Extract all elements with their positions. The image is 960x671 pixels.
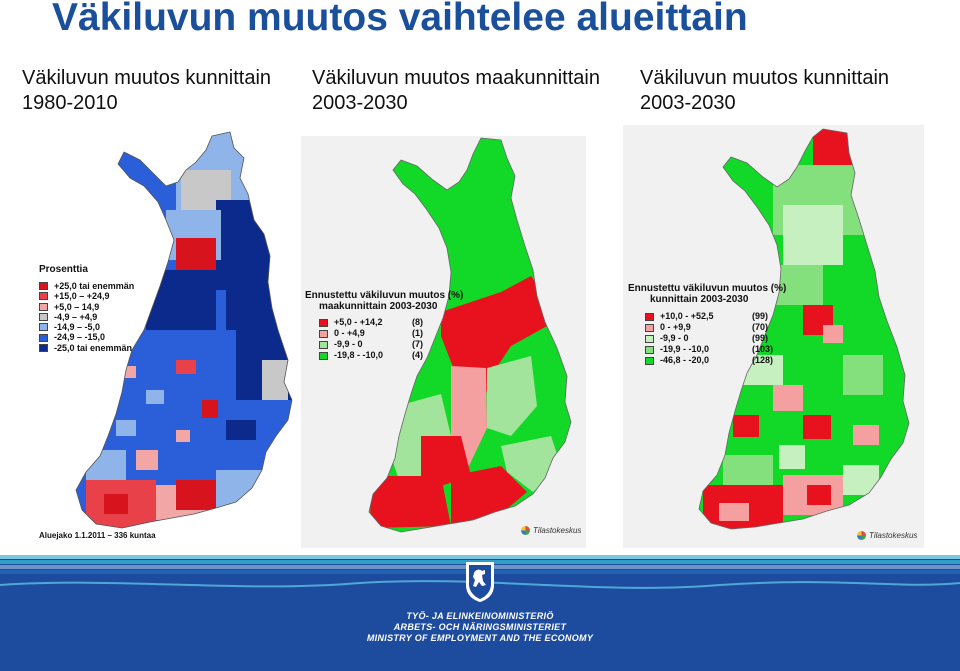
legend-title: Prosenttia	[39, 264, 88, 275]
legend-count: (4)	[412, 350, 423, 360]
panel-3-subtitle: Väkiluvun muutos kunnittain 2003-2030	[640, 66, 889, 116]
source-credit-map-3: Tilastokeskus	[857, 531, 917, 540]
legend-item: 0 - +9,9 (70)	[645, 322, 794, 333]
legend-swatch	[39, 323, 48, 332]
legend-item: -9,9 - 0 (99)	[645, 333, 794, 344]
legend-swatch	[39, 343, 48, 352]
ministry-name-en: MINISTRY OF EMPLOYMENT AND THE ECONOMY	[366, 633, 594, 643]
legend-swatch	[39, 292, 48, 301]
legend-item: -24,9 – -15,0	[39, 332, 134, 342]
legend-swatch	[645, 323, 654, 332]
map-municipalities-2003-2030	[623, 125, 924, 548]
legend-range: -9,9 - 0	[660, 333, 689, 343]
legend-swatch	[319, 340, 328, 349]
ministry-name-fi: TYÖ- JA ELINKEINOMINISTERIÖ	[406, 611, 554, 621]
legend-count: (1)	[412, 328, 423, 338]
ministry-footer: TYÖ- JA ELINKEINOMINISTERIÖ ARBETS- OCH …	[0, 555, 960, 671]
panel-2-subtitle: Väkiluvun muutos maakunnittain 2003-2030	[312, 66, 600, 116]
footer-stripe	[0, 555, 960, 559]
legend-count: (8)	[412, 317, 423, 327]
legend-label: -14,9 – -5,0	[54, 322, 101, 333]
slide-title: Väkiluvun muutos vaihtelee alueittain	[52, 0, 748, 39]
legend-item: +5,0 - +14,2 (8)	[319, 317, 463, 328]
legend-count: (128)	[752, 355, 774, 365]
legend-count: (103)	[752, 344, 774, 354]
legend-swatch	[319, 351, 328, 360]
source-label: Tilastokeskus	[533, 526, 582, 535]
legend-item: -14,9 – -5,0	[39, 322, 134, 332]
statistics-finland-logo-icon	[521, 526, 530, 535]
legend-swatch	[645, 334, 654, 343]
legend-swatch	[645, 312, 654, 321]
ministry-lion-crest-icon	[466, 562, 494, 602]
panel-1-subtitle-line2: 1980-2010	[22, 92, 118, 114]
legend-range: -19,9 - -10,0	[660, 344, 710, 354]
legend-swatch	[39, 333, 48, 342]
legend-item: +25,0 tai enemmän	[39, 281, 134, 291]
legend-range: 0 - +4,9	[334, 328, 365, 338]
legend-item: -46,8 - -20,0 (128)	[645, 355, 794, 366]
legend-swatch	[39, 313, 48, 322]
panel-2-subtitle-line1: Väkiluvun muutos maakunnittain	[312, 67, 600, 89]
panel-1-subtitle: Väkiluvun muutos kunnittain 1980-2010	[22, 66, 271, 116]
map-municipalities-1980-2010	[26, 130, 308, 550]
legend-rows: +5,0 - +14,2 (8) 0 - +4,9 (1) -9,9 - 0 (7) -19…	[319, 317, 463, 361]
legend-item: -4,9 – +4,9	[39, 312, 134, 322]
legend-label: +5,0 – 14,9	[54, 301, 100, 312]
legend-range: +5,0 - +14,2	[334, 317, 383, 327]
legend-rows: +10,0 - +52,5 (99) 0 - +9,9 (70) -9,9 - 0 (99…	[645, 311, 794, 366]
legend-count: (99)	[752, 333, 769, 343]
legend-range: 0 - +9,9	[660, 322, 691, 332]
legend-label: +25,0 tai enemmän	[54, 281, 135, 291]
legend-municipalities-2003-2030: Ennustettu väkiluvun muutos (%) kunnitta…	[628, 283, 794, 366]
legend-swatch	[319, 329, 328, 338]
legend-swatch	[39, 302, 48, 311]
legend-label: -24,9 – -15,0	[54, 332, 106, 343]
legend-percent-1980-2010: Prosenttia +25,0 tai enemmän +15,0 – +24,…	[39, 264, 134, 353]
legend-item: +15,0 – +24,9	[39, 291, 134, 301]
legend-range: -46,8 - -20,0	[660, 355, 710, 365]
source-credit-map-2: Tilastokeskus	[521, 526, 581, 535]
legend-count: (99)	[752, 311, 769, 321]
legend-regions-2003-2030: Ennustettu väkiluvun muutos (%) maakunni…	[305, 290, 463, 361]
legend-label: +15,0 – +24,9	[54, 291, 110, 302]
legend-label: -25,0 tai enemmän	[54, 342, 133, 353]
panel-3-subtitle-line1: Väkiluvun muutos kunnittain	[640, 67, 890, 89]
legend-title-line1: Ennustettu väkiluvun muutos (%)	[628, 283, 787, 294]
ministry-name-sv: ARBETS- OCH NÄRINGSMINISTERIET	[393, 622, 567, 632]
legend-item: +5,0 – 14,9	[39, 302, 134, 312]
legend-item: 0 - +4,9 (1)	[319, 328, 463, 339]
panel-3-subtitle-line2: 2003-2030	[640, 92, 736, 114]
legend-swatch	[645, 356, 654, 365]
legend-item: -25,0 tai enemmän	[39, 343, 134, 353]
legend-swatch	[645, 345, 654, 354]
legend-title-line1: Ennustettu väkiluvun muutos (%)	[305, 290, 464, 301]
legend-count: (70)	[752, 322, 769, 332]
legend-title-line2: maakunnittain 2003-2030	[319, 301, 438, 312]
statistics-finland-logo-icon	[857, 531, 866, 540]
legend-label: -4,9 – +4,9	[54, 311, 98, 322]
source-label: Tilastokeskus	[869, 531, 918, 540]
legend-swatch	[39, 282, 48, 291]
footer-wave	[0, 580, 960, 589]
aluejako-note: Aluejako 1.1.2011 – 336 kuntaa	[39, 531, 156, 540]
legend-range: +10,0 - +52,5	[660, 311, 714, 321]
legend-range: -19,8 - -10,0	[334, 350, 384, 360]
panel-2-subtitle-line2: 2003-2030	[312, 92, 408, 114]
legend-swatch	[319, 318, 328, 327]
panel-1-subtitle-line1: Väkiluvun muutos kunnittain	[22, 67, 272, 89]
ministry-name: TYÖ- JA ELINKEINOMINISTERIÖ ARBETS- OCH …	[330, 611, 630, 644]
legend-range: -9,9 - 0	[334, 339, 363, 349]
legend-item: -19,9 - -10,0 (103)	[645, 344, 794, 355]
legend-item: -9,9 - 0 (7)	[319, 339, 463, 350]
legend-item: +10,0 - +52,5 (99)	[645, 311, 794, 322]
legend-title-line2: kunnittain 2003-2030	[650, 294, 749, 305]
legend-rows: +25,0 tai enemmän +15,0 – +24,9 +5,0 – 14,…	[39, 281, 134, 353]
legend-item: -19,8 - -10,0 (4)	[319, 350, 463, 361]
legend-count: (7)	[412, 339, 423, 349]
map-regions-2003-2030	[301, 136, 586, 548]
